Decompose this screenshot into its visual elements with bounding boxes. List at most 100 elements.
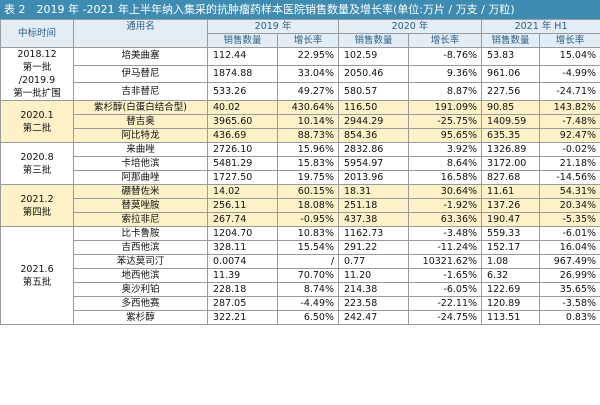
growth-cell: 9.36% [408, 64, 483, 84]
qty-cell: 11.39 [207, 268, 278, 283]
growth-cell: -24.71% [539, 82, 600, 101]
qty-cell: 113.51 [481, 310, 541, 325]
batch-line: 第一批 [22, 62, 52, 73]
growth-cell: 15.54% [276, 240, 340, 255]
qty-cell: 437.38 [338, 212, 410, 227]
header-row-metrics: 销售数量 增长率 销售数量 增长率 销售数量 增长率 [1, 33, 600, 48]
table-row: 吉非替尼 533.26 49.27% 580.57 8.87% 227.56 -24.71% [1, 82, 600, 101]
table-row: 奥沙利铂 228.18 8.74% 214.38 -6.05% 122.69 35.65% [1, 282, 600, 297]
batch-cell: 2020.8 第三批 [0, 142, 74, 185]
qty-cell: 635.35 [481, 128, 541, 143]
drug-name-cell: 阿那曲唑 [73, 170, 208, 185]
qty-cell: 228.18 [207, 282, 278, 297]
growth-cell: -4.49% [276, 296, 340, 311]
growth-cell: 8.74% [276, 282, 340, 297]
qty-cell: 112.44 [207, 47, 278, 66]
qty-cell: 3965.60 [207, 114, 278, 129]
table-row: 吉西他滨 328.11 15.54% 291.22 -11.24% 152.17 16.04… [1, 240, 600, 255]
drug-name-cell: 卡培他滨 [73, 156, 208, 171]
qty-cell: 2013.96 [338, 170, 410, 185]
qty-cell: 116.50 [338, 100, 410, 115]
batch-line: 2021.6 [20, 263, 54, 275]
qty-cell: 251.18 [338, 198, 410, 213]
growth-cell: 54.31% [539, 184, 600, 199]
qty-cell: 580.57 [338, 82, 410, 101]
table-row: 2018.12 第一批/2019.9 第一批扩围 培美曲塞 112.44 22.95% 10… [0, 47, 600, 101]
drug-name-cell: 替莫唑胺 [73, 198, 208, 213]
batch-line: 第二批 [22, 122, 52, 134]
growth-cell: 22.95% [276, 47, 340, 66]
header-batch: 中标时间 [0, 19, 74, 48]
qty-cell: 1874.88 [207, 64, 278, 84]
growth-cell: 10.14% [276, 114, 340, 129]
growth-cell: 26.99% [539, 268, 600, 283]
drug-name-cell: 来曲唑 [73, 142, 208, 157]
qty-cell: 3172.00 [481, 156, 541, 171]
header-qty: 销售数量 [481, 33, 541, 48]
header-year-2020: 2020 年 [338, 19, 483, 34]
growth-cell: -1.65% [408, 268, 483, 283]
header-year-2021h1: 2021 年 H1 [481, 19, 600, 34]
batch-line: 第一批扩围 [13, 88, 61, 99]
qty-cell: 827.68 [481, 170, 541, 185]
growth-cell: -1.92% [408, 198, 483, 213]
qty-cell: 53.83 [481, 47, 541, 66]
qty-cell: 223.58 [338, 296, 410, 311]
growth-cell: 3.92% [408, 142, 483, 157]
batch-line: 第三批 [22, 164, 52, 176]
growth-cell: -4.99% [539, 64, 600, 84]
header-growth: 增长率 [539, 33, 600, 48]
qty-cell: 18.31 [338, 184, 410, 199]
growth-cell: -3.48% [408, 226, 483, 241]
table-caption: 表 2 2019 年 -2021 年上半年纳入集采的抗肿瘤药样本医院销售数量及增… [0, 0, 600, 19]
header-row-years: 中标时间 通用名 2019 年 2020 年 2021 年 H1 [0, 19, 600, 48]
drug-name-cell: 奥沙利铂 [73, 282, 208, 297]
qty-cell: 14.02 [207, 184, 278, 199]
table-row: 卡培他滨 5481.29 15.83% 5954.97 8.64% 3172.00 21.1… [1, 156, 600, 171]
qty-cell: 152.17 [481, 240, 541, 255]
table-row: 多西他赛 287.05 -4.49% 223.58 -22.11% 120.89 -3.58… [1, 296, 600, 311]
qty-cell: 1727.50 [207, 170, 278, 185]
qty-cell: 854.36 [338, 128, 410, 143]
growth-cell: -25.75% [408, 114, 483, 129]
batch-line: 2021.2 [20, 193, 54, 205]
growth-cell: 15.83% [276, 156, 340, 171]
growth-cell: 10321.62% [408, 254, 483, 269]
batch-line: 第五批 [22, 276, 52, 288]
qty-cell: 214.38 [338, 282, 410, 297]
table-row: 伊马替尼 1874.88 33.04% 2050.46 9.36% 961.06 -4.99… [1, 64, 600, 84]
table-row: 2020.8 第三批 来曲唑 2726.10 15.96% 2832.86 3.92% 132… [0, 142, 600, 185]
qty-cell: 256.11 [207, 198, 278, 213]
qty-cell: 287.05 [207, 296, 278, 311]
table-row: 紫杉醇 322.21 6.50% 242.47 -24.75% 113.51 0.83% [1, 310, 600, 325]
growth-cell: 95.65% [408, 128, 483, 143]
header-growth: 增长率 [408, 33, 483, 48]
batch-line: 第四批 [22, 206, 52, 218]
growth-cell: 0.83% [539, 310, 600, 325]
qty-cell: 2832.86 [338, 142, 410, 157]
qty-cell: 5481.29 [207, 156, 278, 171]
qty-cell: 190.47 [481, 212, 541, 227]
growth-cell: -24.75% [408, 310, 483, 325]
table-row: 索拉非尼 267.74 -0.95% 437.38 63.36% 190.47 -5.35% [1, 212, 600, 227]
qty-cell: 2944.29 [338, 114, 410, 129]
growth-cell: 8.87% [408, 82, 483, 101]
growth-cell: 60.15% [276, 184, 340, 199]
qty-cell: 5954.97 [338, 156, 410, 171]
batch-cell: 2021.6 第五批 [0, 226, 74, 325]
qty-cell: 322.21 [207, 310, 278, 325]
qty-cell: 137.26 [481, 198, 541, 213]
table-row: 地西他滨 11.39 70.70% 11.20 -1.65% 6.32 26.99% [1, 268, 600, 283]
qty-cell: 1326.89 [481, 142, 541, 157]
table-row: 阿那曲唑 1727.50 19.75% 2013.96 16.58% 827.68 -14.… [1, 170, 600, 185]
qty-cell: 436.69 [207, 128, 278, 143]
header-growth: 增长率 [276, 33, 340, 48]
qty-cell: 11.20 [338, 268, 410, 283]
qty-cell: 267.74 [207, 212, 278, 227]
qty-cell: 102.59 [338, 47, 410, 66]
qty-cell: 1162.73 [338, 226, 410, 241]
growth-cell: -6.05% [408, 282, 483, 297]
growth-cell: 92.47% [539, 128, 600, 143]
qty-cell: 328.11 [207, 240, 278, 255]
drug-name-cell: 紫杉醇 [73, 310, 208, 325]
